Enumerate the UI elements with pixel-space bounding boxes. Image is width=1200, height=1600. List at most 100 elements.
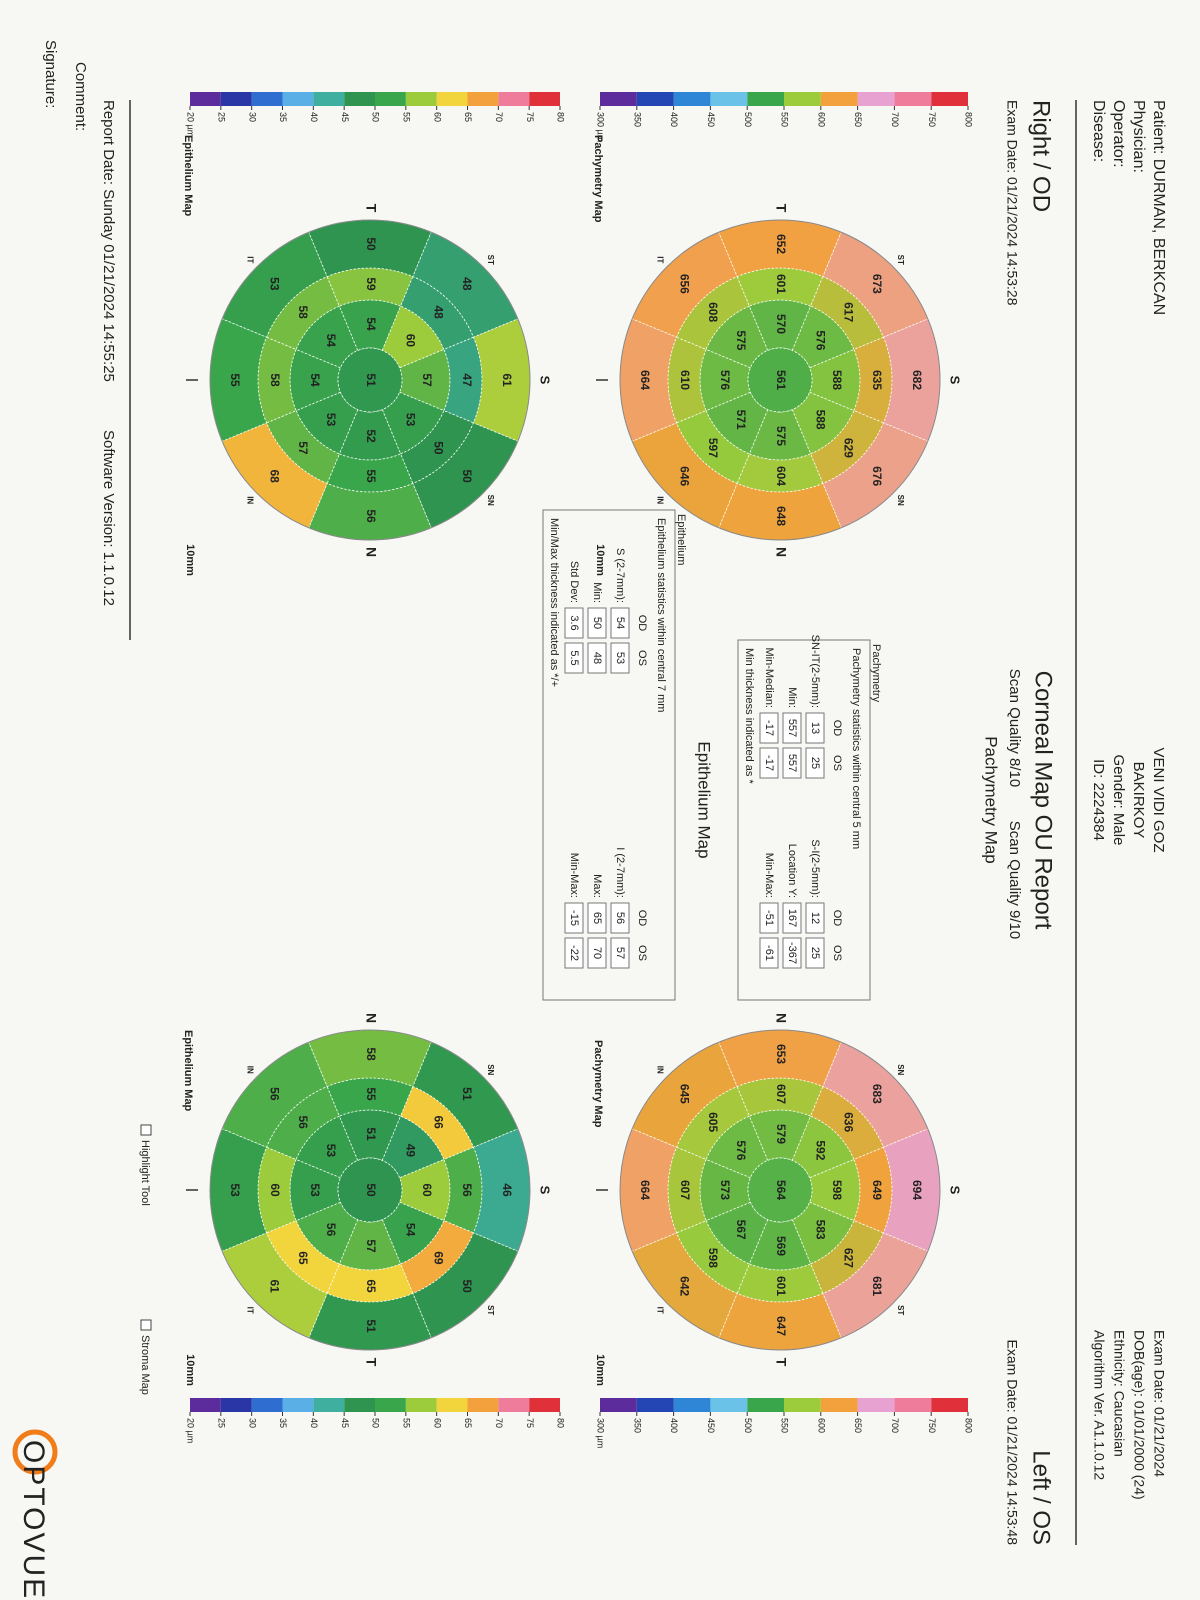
- stats-label: Location Y:: [786, 844, 798, 898]
- scale-label: 55: [401, 1418, 411, 1428]
- map-sector: [266, 410, 340, 484]
- scale-segment: [189, 92, 221, 106]
- scale-segment: [857, 92, 895, 106]
- scale-segment: [405, 1398, 437, 1412]
- scale-label: 40: [309, 1418, 319, 1428]
- sector-value: 53: [324, 413, 338, 427]
- sector-value: 567: [734, 1220, 748, 1240]
- scale-segment: [636, 1398, 674, 1412]
- eye-side: Left / OS: [1028, 1450, 1055, 1545]
- sector-value: 47: [460, 373, 474, 387]
- scale-segment: [374, 1398, 406, 1412]
- scale-label: 800: [964, 112, 974, 127]
- stats-value: -51: [763, 910, 775, 926]
- sector-value: 61: [268, 1279, 282, 1293]
- map-sector: [736, 267, 824, 307]
- sector-value: 652: [774, 234, 788, 254]
- value-box: [782, 902, 802, 934]
- patient-field: Physician:: [1130, 100, 1147, 173]
- exam-field: Algorithm Ver. A1.1.0.12: [1091, 1330, 1107, 1480]
- scale-segment: [220, 1398, 252, 1412]
- sector-value: 59: [364, 277, 378, 291]
- sector-value: 676: [870, 466, 884, 486]
- stats-value: -17: [763, 720, 775, 736]
- orientation-label: N: [773, 1013, 789, 1023]
- sector-value: 682: [910, 370, 924, 390]
- sector-value: 664: [638, 1180, 652, 1200]
- scale-segment: [374, 92, 406, 106]
- scan-quality: Scan Quality 9/10: [1006, 821, 1023, 939]
- map-sector: [266, 1086, 340, 1160]
- scale-segment: [436, 1398, 468, 1412]
- checkbox[interactable]: [140, 1124, 152, 1136]
- scale-label: 45: [340, 112, 350, 122]
- sector-value: 54: [403, 1223, 417, 1237]
- orientation-label: S: [538, 1186, 553, 1195]
- logo-mark: [12, 1429, 58, 1475]
- map-sector: [257, 336, 297, 424]
- signature-label: Signature:: [42, 40, 59, 108]
- orientation-label: S: [948, 376, 963, 385]
- sector-value: 592: [813, 1140, 827, 1160]
- corner-label: IN: [246, 496, 255, 504]
- clinic-field: ID: 2224384: [1090, 759, 1107, 841]
- scale-label: 45: [340, 1418, 350, 1428]
- corner-label: SN: [486, 1064, 495, 1075]
- patient-field: Operator:: [1110, 100, 1127, 168]
- exam-field: Exam Date: 01/21/2024: [1151, 1330, 1167, 1477]
- sector-value: 50: [460, 1279, 474, 1293]
- stats-label: Min-Median:: [763, 647, 775, 708]
- corner-label: IT: [656, 256, 665, 263]
- value-box: [564, 642, 584, 674]
- scale-label: 350: [632, 1418, 642, 1433]
- map-sector: [676, 1086, 750, 1160]
- sector-value: 58: [364, 1047, 378, 1061]
- map-sector: [676, 276, 750, 350]
- scale-segment: [747, 1398, 784, 1412]
- scale-segment: [498, 92, 530, 106]
- report-title: Corneal Map OU Report: [1030, 671, 1057, 930]
- map-sector: [667, 336, 707, 424]
- scale-label: 550: [780, 1418, 790, 1433]
- section-heading: Epithelium Map: [695, 741, 714, 858]
- scale-label: 30: [247, 1418, 257, 1428]
- scale-segment: [894, 92, 932, 106]
- orientation-label: N: [363, 1013, 379, 1023]
- scale-text: 10mm: [594, 544, 606, 576]
- software-version: Software Version: 1.1.0.12: [100, 430, 117, 606]
- orientation-label: T: [363, 1358, 379, 1367]
- scale-label: 35: [278, 112, 288, 122]
- stats-note: Min thickness indicated as *: [743, 648, 755, 784]
- map-caption: Epithelium Map: [182, 1030, 194, 1112]
- scale-label: 500: [743, 112, 753, 127]
- sector-value: 65: [296, 1251, 310, 1265]
- comment-label: Comment:: [72, 62, 89, 131]
- scale-label: 400: [669, 1418, 679, 1433]
- eye-exam-date: Exam Date: 01/21/2024 14:53:48: [1004, 1340, 1020, 1546]
- scale-label: 60: [432, 112, 442, 122]
- sector-value: 57: [420, 373, 434, 387]
- scale-label: 750: [927, 1418, 937, 1433]
- map-sector: [326, 1077, 414, 1117]
- sector-value: 579: [774, 1124, 788, 1144]
- map-sector: [443, 1146, 483, 1234]
- value-box: [610, 902, 630, 934]
- scale-segment: [636, 92, 674, 106]
- corner-label: IT: [246, 256, 255, 263]
- stats-box: [542, 509, 676, 1001]
- sector-value: 51: [364, 1319, 378, 1333]
- orientation-label: S: [948, 1186, 963, 1195]
- column-header: OD: [831, 720, 843, 737]
- map-caption: Pachymetry Map: [592, 135, 604, 223]
- exam-field: Ethnicity: Caucasian: [1111, 1330, 1127, 1457]
- stats-value: 557: [786, 719, 798, 737]
- sector-value: 636: [842, 1112, 856, 1132]
- checkbox[interactable]: [140, 1319, 152, 1331]
- sector-value: 57: [296, 441, 310, 455]
- stats-value: 557: [786, 754, 798, 772]
- sector-value: 576: [813, 330, 827, 350]
- clinic-field: BAKIRKOY: [1130, 762, 1147, 839]
- scale-segment: [529, 1398, 560, 1412]
- scale-label: 700: [890, 112, 900, 127]
- scale-segment: [282, 92, 314, 106]
